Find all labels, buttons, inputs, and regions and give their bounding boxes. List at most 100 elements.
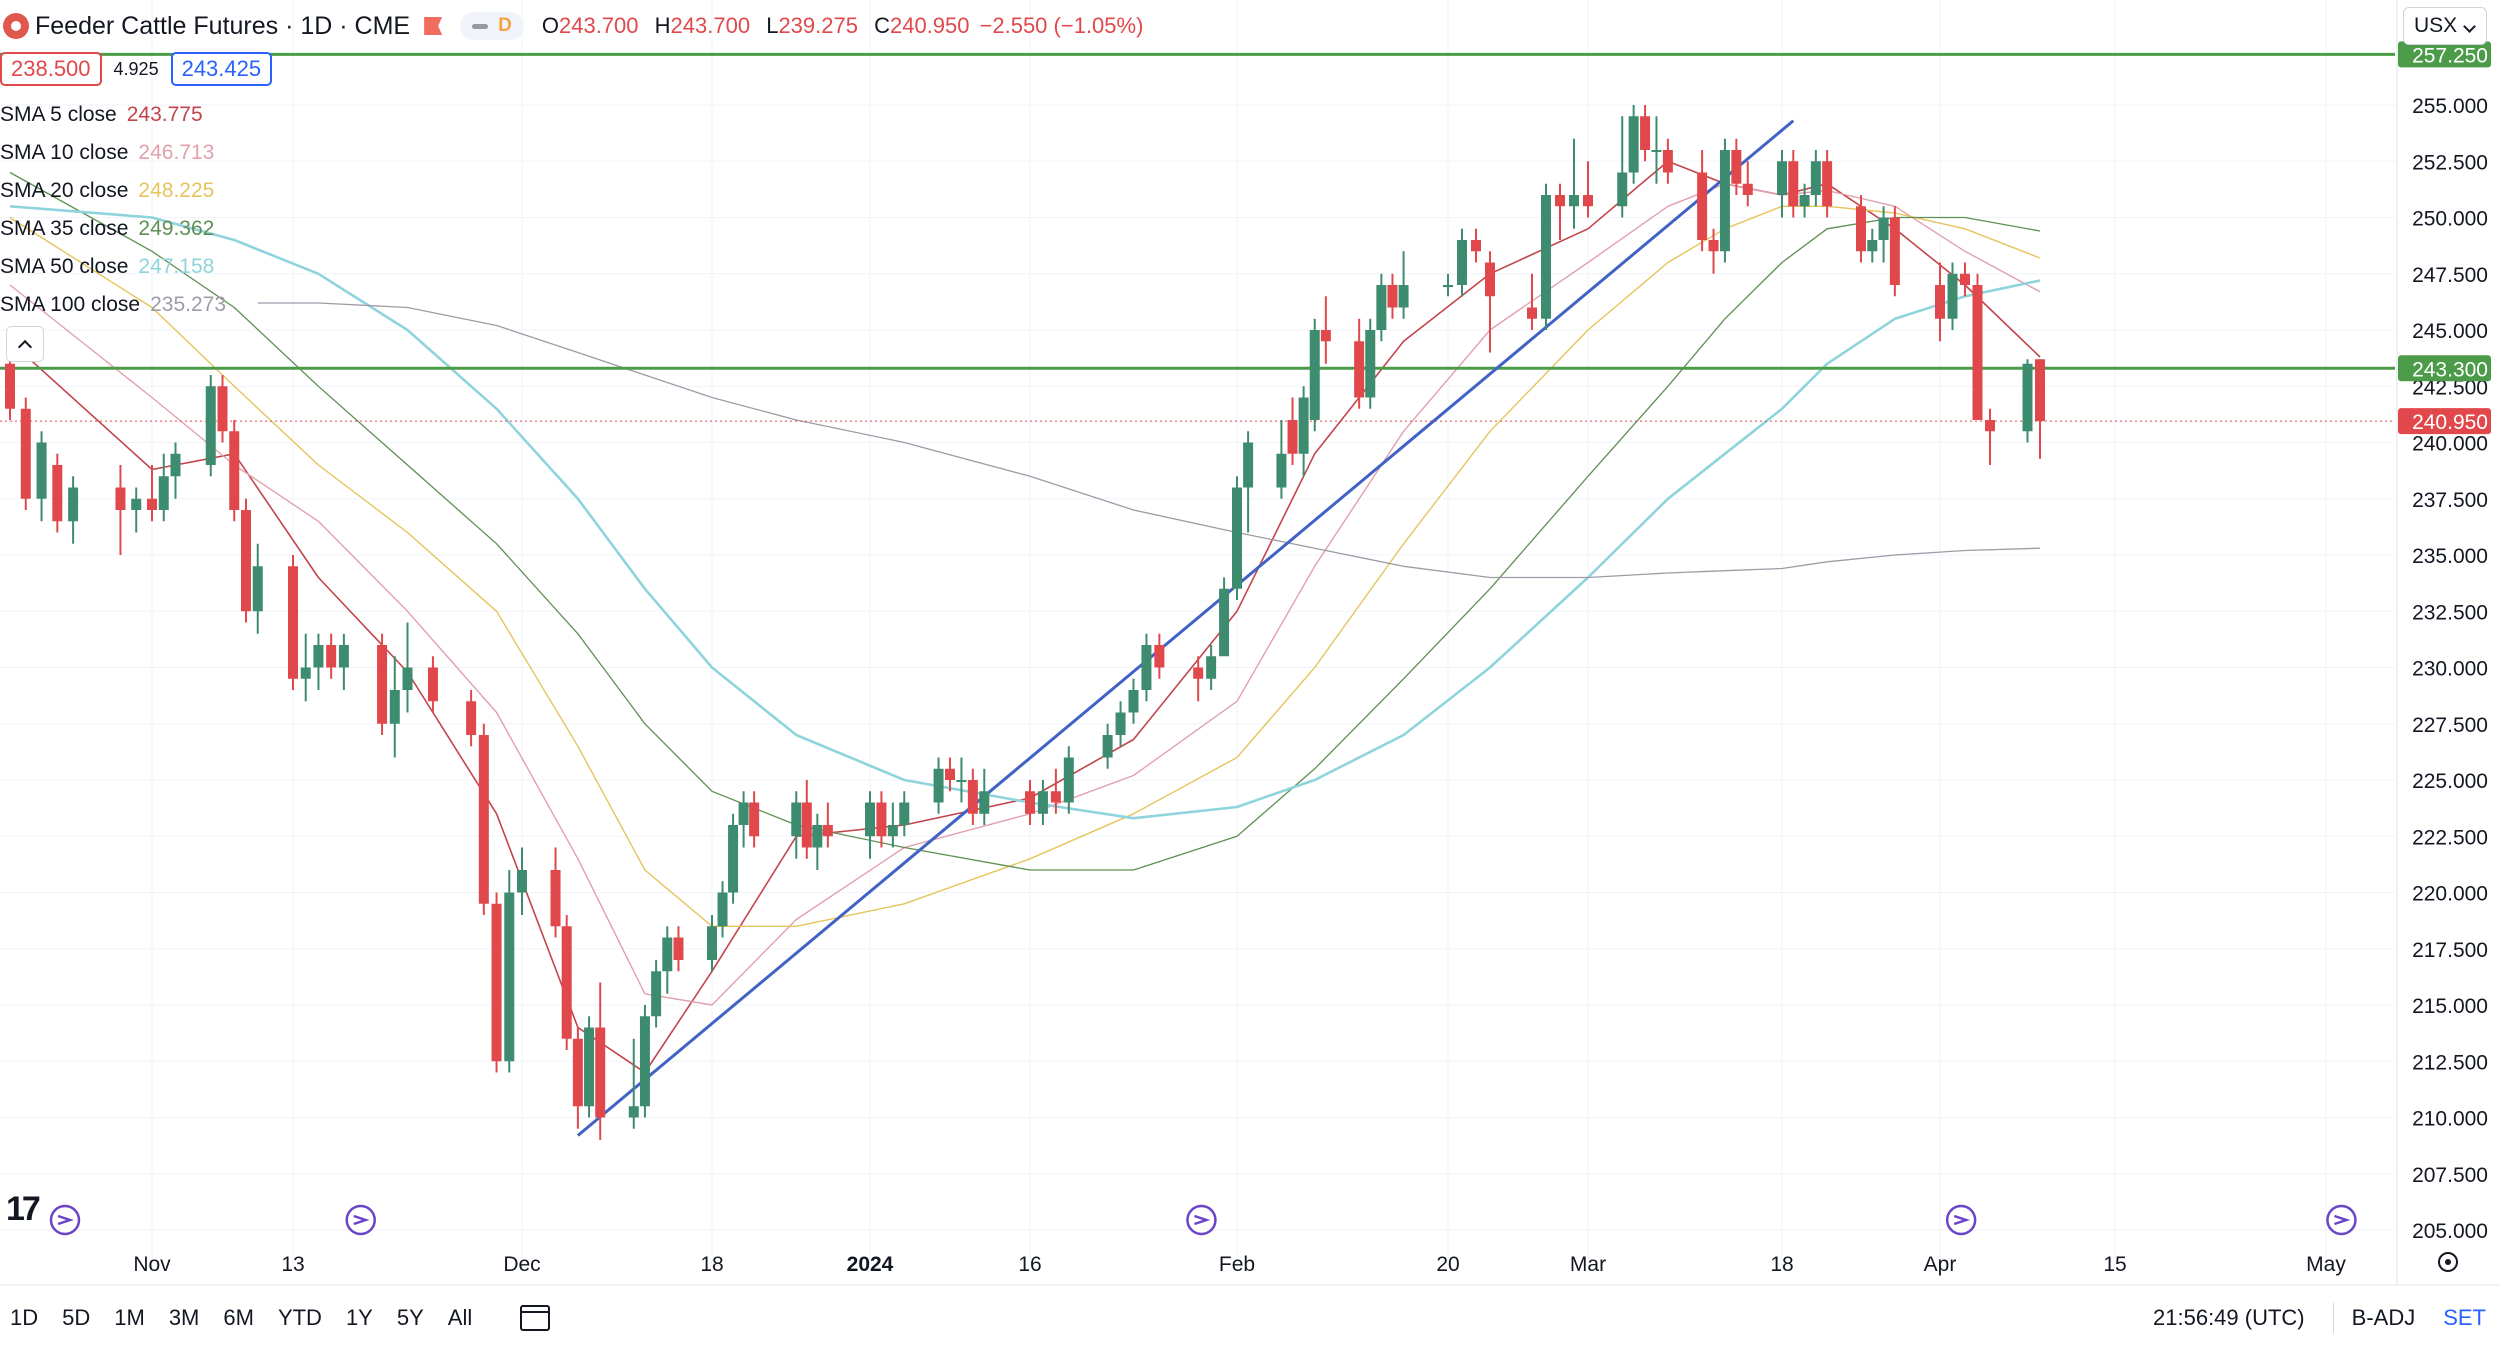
candle: [887, 802, 898, 848]
event-marker-arrow: [57, 1214, 74, 1226]
symbol-title[interactable]: Feeder Cattle Futures · 1D · CME: [35, 11, 411, 40]
timeframe-button[interactable]: 5D: [62, 1304, 91, 1330]
candle-body: [812, 825, 823, 848]
trendline-layer[interactable]: [576, 119, 1795, 1137]
candle-body: [584, 1027, 595, 1107]
candle-body: [561, 926, 572, 1039]
price-tick-label: 247.500: [2412, 264, 2488, 287]
timeframe-button[interactable]: 1D: [10, 1304, 39, 1330]
candle: [550, 847, 561, 938]
session-toggle[interactable]: SET: [2443, 1304, 2486, 1330]
candle-body: [1365, 330, 1376, 398]
candle-body: [1102, 735, 1113, 758]
candle: [812, 813, 823, 870]
time-axis[interactable]: Nov 13 Dec 18 2024 16 Feb 20 Mar 18 Apr 15 May: [133, 1253, 2346, 1276]
time-tick-label: 15: [2103, 1253, 2126, 1276]
candle: [377, 633, 388, 735]
price-axis[interactable]: 205.000 207.500 210.000 212.500 215.000 217.5…: [2398, 41, 2491, 1243]
legend-item[interactable]: SMA 50 close 247.158: [0, 248, 226, 286]
candle-body: [1651, 150, 1662, 152]
legend-item[interactable]: SMA 5 close 243.775: [0, 96, 226, 134]
currency-select[interactable]: USX: [2403, 7, 2487, 45]
candle-body: [865, 802, 875, 837]
event-marker-icon[interactable]: [2326, 1204, 2357, 1236]
candle: [1276, 420, 1287, 499]
timeframe-button[interactable]: All: [447, 1304, 473, 1330]
high-value: 243.700: [670, 13, 751, 38]
candle-body: [131, 498, 142, 510]
candle: [1232, 476, 1242, 600]
price-tick-label: 255.000: [2412, 95, 2488, 118]
price-tick-label: 240.000: [2412, 433, 2488, 456]
candle-body: [1947, 273, 1958, 319]
flag-icon[interactable]: [424, 17, 443, 35]
candle: [1457, 228, 1467, 297]
candles: [5, 105, 2045, 1140]
legend-name: SMA 5 close: [0, 103, 117, 126]
timeframe-button[interactable]: 1M: [114, 1304, 145, 1330]
time-tick-label: 13: [281, 1253, 304, 1276]
candle: [651, 960, 662, 1028]
sell-button[interactable]: 238.500: [0, 52, 102, 86]
event-marker-icon[interactable]: [345, 1204, 376, 1236]
candle: [504, 870, 515, 1073]
event-markers[interactable]: [49, 1204, 2357, 1236]
price-tick-label: 225.000: [2412, 770, 2488, 793]
candle-body: [550, 870, 561, 927]
candle: [1243, 431, 1254, 533]
candle: [2022, 359, 2033, 443]
legend-item[interactable]: SMA 100 close 235.273: [0, 286, 226, 324]
candle: [717, 881, 728, 938]
candle: [466, 690, 477, 747]
candle: [478, 723, 489, 915]
candle: [1555, 183, 1565, 240]
price-chart[interactable]: 205.000 207.500 210.000 212.500 215.000 217.5…: [0, 0, 2500, 1290]
event-marker-icon[interactable]: [49, 1204, 81, 1236]
symbol-logo-icon[interactable]: [3, 13, 29, 39]
candle: [899, 791, 910, 837]
spread-value: 4.925: [113, 58, 159, 79]
legend-item[interactable]: SMA 20 close 248.225: [0, 172, 226, 210]
timeframe-button[interactable]: 3M: [168, 1304, 200, 1330]
trade-buttons: 238.500 4.925 243.425: [0, 50, 273, 88]
candle: [572, 1027, 583, 1129]
candle: [956, 757, 967, 803]
sma-line: [9, 171, 2041, 871]
legend-item[interactable]: SMA 35 close 249.362: [0, 210, 226, 248]
legend-item[interactable]: SMA 10 close 246.713: [0, 134, 226, 172]
timeframe-button[interactable]: 6M: [223, 1304, 254, 1330]
timeframe-button[interactable]: YTD: [277, 1304, 322, 1330]
tradingview-logo-icon[interactable]: 17: [6, 1190, 41, 1228]
horizontal-lines[interactable]: [0, 52, 2395, 422]
market-status-pill[interactable]: D: [460, 12, 524, 40]
candle: [1708, 228, 1719, 274]
candle: [300, 633, 311, 702]
candle-body: [1471, 240, 1481, 252]
candle-body: [517, 870, 527, 893]
candle-body: [887, 825, 898, 837]
candle-body: [1232, 487, 1242, 589]
collapse-legend-button[interactable]: [6, 326, 44, 362]
calendar-icon[interactable]: [520, 1304, 551, 1331]
settings-icon[interactable]: [2438, 1252, 2458, 1272]
timeframe-button[interactable]: 5Y: [396, 1304, 424, 1330]
candle: [1376, 273, 1387, 342]
candle: [662, 926, 673, 994]
candle-body: [1889, 217, 1900, 285]
candle: [1443, 273, 1453, 297]
price-tick-label: 250.000: [2412, 208, 2488, 231]
candle: [1309, 318, 1320, 432]
candle: [252, 543, 263, 634]
candle-body: [1788, 161, 1799, 207]
event-marker-icon[interactable]: [1186, 1204, 1217, 1236]
clock[interactable]: 21:56:49 (UTC): [2153, 1304, 2305, 1330]
event-marker-icon[interactable]: [1945, 1204, 1977, 1236]
timeframe-button[interactable]: 1Y: [345, 1304, 373, 1330]
buy-button[interactable]: 243.425: [170, 52, 273, 86]
legend-name: SMA 35 close: [0, 217, 129, 240]
candle: [865, 791, 875, 859]
candle: [1398, 251, 1409, 319]
candle: [427, 656, 438, 713]
trendline[interactable]: [576, 119, 1795, 1137]
adjustment-toggle[interactable]: B-ADJ: [2351, 1304, 2416, 1330]
